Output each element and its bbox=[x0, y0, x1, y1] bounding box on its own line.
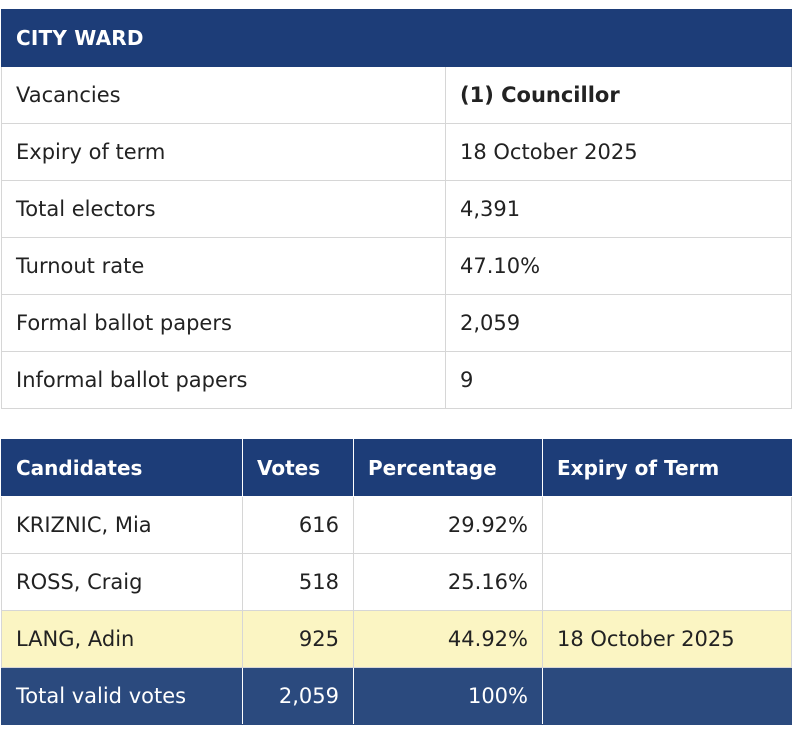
candidate-expiry: 18 October 2025 bbox=[542, 610, 792, 668]
total-row: Total valid votes 2,059 100% bbox=[1, 667, 792, 725]
results-table: Candidates Votes Percentage Expiry of Te… bbox=[1, 439, 792, 725]
results-header-row: Candidates Votes Percentage Expiry of Te… bbox=[1, 439, 792, 497]
total-label: Total valid votes bbox=[1, 667, 243, 725]
candidate-votes: 616 bbox=[242, 496, 354, 554]
ward-row-value: 4,391 bbox=[445, 180, 792, 238]
ward-info-table: CITY WARD Vacancies (1) Councillor Expir… bbox=[1, 9, 792, 409]
ward-row-value: 47.10% bbox=[445, 237, 792, 295]
ward-row-electors: Total electors 4,391 bbox=[1, 180, 792, 238]
candidate-row: KRIZNIC, Mia 616 29.92% bbox=[1, 496, 792, 554]
column-header-candidates: Candidates bbox=[1, 439, 243, 497]
candidate-percentage: 44.92% bbox=[353, 610, 543, 668]
ward-row-vacancies: Vacancies (1) Councillor bbox=[1, 66, 792, 124]
elected-candidate-row: LANG, Adin 925 44.92% 18 October 2025 bbox=[1, 610, 792, 668]
candidate-expiry bbox=[542, 553, 792, 611]
column-header-votes: Votes bbox=[242, 439, 354, 497]
ward-row-value: 2,059 bbox=[445, 294, 792, 352]
column-header-percentage: Percentage bbox=[353, 439, 543, 497]
candidate-name: ROSS, Craig bbox=[1, 553, 243, 611]
ward-row-value: (1) Councillor bbox=[445, 66, 792, 124]
column-header-expiry: Expiry of Term bbox=[542, 439, 792, 497]
ward-row-label: Vacancies bbox=[1, 66, 446, 124]
ward-row-label: Turnout rate bbox=[1, 237, 446, 295]
candidate-percentage: 29.92% bbox=[353, 496, 543, 554]
candidate-name: KRIZNIC, Mia bbox=[1, 496, 243, 554]
candidate-votes: 925 bbox=[242, 610, 354, 668]
total-votes: 2,059 bbox=[242, 667, 354, 725]
ward-title: CITY WARD bbox=[1, 9, 792, 67]
ward-header-row: CITY WARD bbox=[1, 9, 792, 67]
candidate-percentage: 25.16% bbox=[353, 553, 543, 611]
ward-row-formal: Formal ballot papers 2,059 bbox=[1, 294, 792, 352]
ward-row-label: Expiry of term bbox=[1, 123, 446, 181]
ward-row-expiry: Expiry of term 18 October 2025 bbox=[1, 123, 792, 181]
ward-row-value: 9 bbox=[445, 351, 792, 409]
ward-row-value: 18 October 2025 bbox=[445, 123, 792, 181]
ward-row-turnout: Turnout rate 47.10% bbox=[1, 237, 792, 295]
ward-row-label: Informal ballot papers bbox=[1, 351, 446, 409]
total-expiry bbox=[542, 667, 792, 725]
candidate-row: ROSS, Craig 518 25.16% bbox=[1, 553, 792, 611]
ward-row-informal: Informal ballot papers 9 bbox=[1, 351, 792, 409]
ward-row-label: Formal ballot papers bbox=[1, 294, 446, 352]
candidate-expiry bbox=[542, 496, 792, 554]
candidate-name: LANG, Adin bbox=[1, 610, 243, 668]
ward-row-label: Total electors bbox=[1, 180, 446, 238]
total-percentage: 100% bbox=[353, 667, 543, 725]
candidate-votes: 518 bbox=[242, 553, 354, 611]
